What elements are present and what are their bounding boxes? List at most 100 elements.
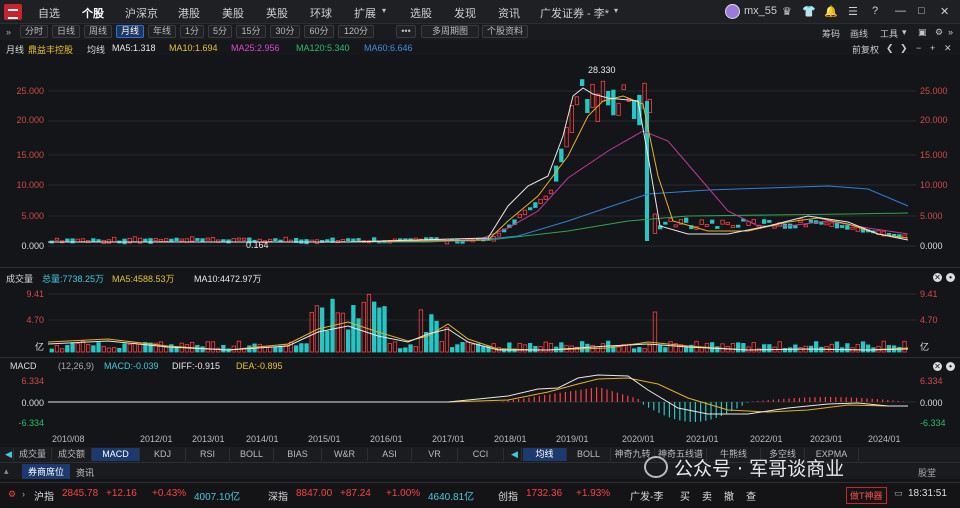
chevron-left-icon[interactable]: ❮ bbox=[886, 43, 894, 53]
broker-seat-tab[interactable]: 券商席位 bbox=[22, 464, 71, 479]
sz-index-name[interactable]: 深指 bbox=[268, 492, 288, 503]
query-button[interactable]: 查 bbox=[746, 492, 756, 503]
nav-item[interactable]: 资讯 bbox=[498, 8, 520, 20]
news-tab[interactable]: 资讯 bbox=[76, 468, 95, 478]
indicator-tab[interactable]: KDJ bbox=[140, 448, 186, 461]
vip-icon[interactable]: ♛ bbox=[782, 6, 792, 18]
period-btn[interactable]: 分时 bbox=[20, 25, 48, 38]
period-btn[interactable]: 年线 bbox=[148, 25, 176, 38]
cy-index-name[interactable]: 创指 bbox=[498, 492, 518, 503]
overlay-tab[interactable]: EXPMA bbox=[805, 448, 859, 461]
volume-bar bbox=[647, 344, 652, 353]
indicator-tab[interactable]: CCI bbox=[458, 448, 504, 461]
nav-item-active[interactable]: 个股 bbox=[82, 5, 104, 26]
expand-icon[interactable]: » bbox=[948, 27, 954, 37]
macd-bar bbox=[544, 395, 546, 402]
period-btn[interactable]: 60分 bbox=[304, 25, 334, 38]
avatar[interactable] bbox=[725, 4, 740, 19]
candle bbox=[736, 224, 741, 228]
period-btn-active[interactable]: 月线 bbox=[116, 25, 144, 38]
bell-icon[interactable]: 🔔 bbox=[824, 6, 838, 18]
macd-title[interactable]: MACD bbox=[10, 361, 37, 371]
t-trade-tool-button[interactable]: 做T神器 bbox=[846, 487, 887, 504]
tools-button[interactable]: 工具 bbox=[880, 29, 899, 39]
stock-name[interactable]: 鼎益丰控股 bbox=[28, 45, 74, 55]
layout-icon[interactable]: ▣ bbox=[918, 27, 927, 37]
close-panel-icon[interactable]: ✕ bbox=[933, 362, 942, 371]
volume-chart[interactable] bbox=[48, 284, 916, 354]
username[interactable]: mx_55 bbox=[744, 5, 778, 17]
settings-icon[interactable]: • bbox=[946, 273, 955, 282]
settings-icon[interactable]: ⚙ bbox=[8, 489, 17, 499]
minus-icon[interactable]: − bbox=[916, 43, 922, 53]
draw-line-button[interactable]: 画线 bbox=[850, 29, 869, 39]
period-btn[interactable]: 120分 bbox=[338, 25, 374, 38]
multi-period-button[interactable]: 多周期图 bbox=[421, 25, 479, 38]
ma-label[interactable]: 均线 bbox=[87, 45, 106, 55]
chips-button[interactable]: 筹码 bbox=[822, 29, 841, 39]
indicator-tab[interactable]: 成交额 bbox=[52, 448, 92, 461]
overlay-tab[interactable]: 多空线 bbox=[761, 448, 805, 461]
broker-account[interactable]: 广发证券 - 李* bbox=[540, 8, 610, 20]
indicator-tab-active[interactable]: MACD bbox=[92, 448, 140, 461]
settings-icon[interactable]: ⚙ bbox=[935, 27, 944, 37]
minimize-icon[interactable]: — bbox=[895, 5, 906, 17]
indicator-tab[interactable]: VR bbox=[412, 448, 458, 461]
chevron-left-icon[interactable]: ◀ bbox=[508, 448, 522, 461]
sh-index-name[interactable]: 沪指 bbox=[34, 492, 54, 503]
close-icon[interactable]: ✕ bbox=[940, 6, 950, 18]
indicator-tab[interactable]: 成交量 bbox=[14, 448, 52, 461]
period-btn[interactable]: 15分 bbox=[236, 25, 266, 38]
sell-button[interactable]: 卖 bbox=[702, 492, 712, 503]
shirt-icon[interactable]: 👕 bbox=[802, 6, 816, 18]
help-icon[interactable]: ? bbox=[872, 5, 879, 17]
plus-icon[interactable]: + bbox=[930, 43, 936, 53]
monitor-icon[interactable]: ▭ bbox=[894, 488, 903, 498]
indicator-tab[interactable]: ASI bbox=[368, 448, 412, 461]
candle bbox=[710, 219, 715, 224]
overlay-tab[interactable]: 牛熊线 bbox=[707, 448, 761, 461]
more-button[interactable]: ••• bbox=[396, 25, 416, 38]
nav-item[interactable]: 港股 bbox=[178, 8, 200, 20]
settings-icon[interactable]: • bbox=[946, 362, 955, 371]
maximize-icon[interactable]: □ bbox=[918, 5, 925, 17]
overlay-tab[interactable]: BOLL bbox=[567, 448, 611, 461]
close-icon[interactable]: ✕ bbox=[944, 43, 952, 53]
nav-item[interactable]: 自选 bbox=[38, 8, 60, 20]
collapse-icon[interactable]: ▴ bbox=[4, 466, 9, 476]
overlay-tab[interactable]: 神奇五线谱 bbox=[655, 448, 707, 461]
indicator-tab[interactable]: BIAS bbox=[274, 448, 322, 461]
nav-item[interactable]: 沪深京 bbox=[125, 8, 158, 20]
stock-hall-link[interactable]: 股堂 bbox=[918, 468, 937, 478]
menu-icon[interactable]: ☰ bbox=[848, 6, 858, 18]
nav-item[interactable]: 环球 bbox=[310, 8, 332, 20]
ma-tab-active[interactable]: 均线 bbox=[523, 448, 567, 461]
buy-button[interactable]: 买 bbox=[680, 492, 690, 503]
period-btn[interactable]: 周线 bbox=[84, 25, 112, 38]
cancel-order-button[interactable]: 撤 bbox=[724, 492, 734, 503]
nav-item[interactable]: 英股 bbox=[266, 8, 288, 20]
macd-chart[interactable] bbox=[48, 372, 916, 432]
nav-item[interactable]: 扩展 bbox=[354, 8, 376, 20]
period-btn[interactable]: 30分 bbox=[270, 25, 300, 38]
chevron-right-icon[interactable]: ❯ bbox=[900, 43, 908, 53]
nav-item[interactable]: 发现 bbox=[454, 8, 476, 20]
overlay-tab[interactable]: 神奇九转 bbox=[611, 448, 655, 461]
indicator-tab[interactable]: W&R bbox=[322, 448, 368, 461]
period-btn[interactable]: 日线 bbox=[52, 25, 80, 38]
nav-item[interactable]: 选股 bbox=[410, 8, 432, 20]
broker-account[interactable]: 广发-李 bbox=[630, 492, 664, 503]
indicator-tab[interactable]: RSI bbox=[186, 448, 230, 461]
adjust-mode[interactable]: 前复权 bbox=[852, 45, 880, 55]
volume-title[interactable]: 成交量 bbox=[6, 274, 34, 284]
expand-tabs-icon[interactable]: ◀ bbox=[4, 448, 14, 461]
period-btn[interactable]: 1分 bbox=[180, 25, 204, 38]
nav-item[interactable]: 美股 bbox=[222, 8, 244, 20]
period-btn[interactable]: 5分 bbox=[208, 25, 232, 38]
collapse-icon[interactable]: » bbox=[6, 27, 12, 37]
indicator-tab[interactable]: BOLL bbox=[230, 448, 274, 461]
chevron-down-icon[interactable]: ▾ bbox=[902, 27, 907, 37]
close-panel-icon[interactable]: ✕ bbox=[933, 273, 942, 282]
kline-chart[interactable]: 28.330 0.164 bbox=[48, 56, 916, 266]
stock-profile-button[interactable]: 个股资料 bbox=[482, 25, 528, 38]
